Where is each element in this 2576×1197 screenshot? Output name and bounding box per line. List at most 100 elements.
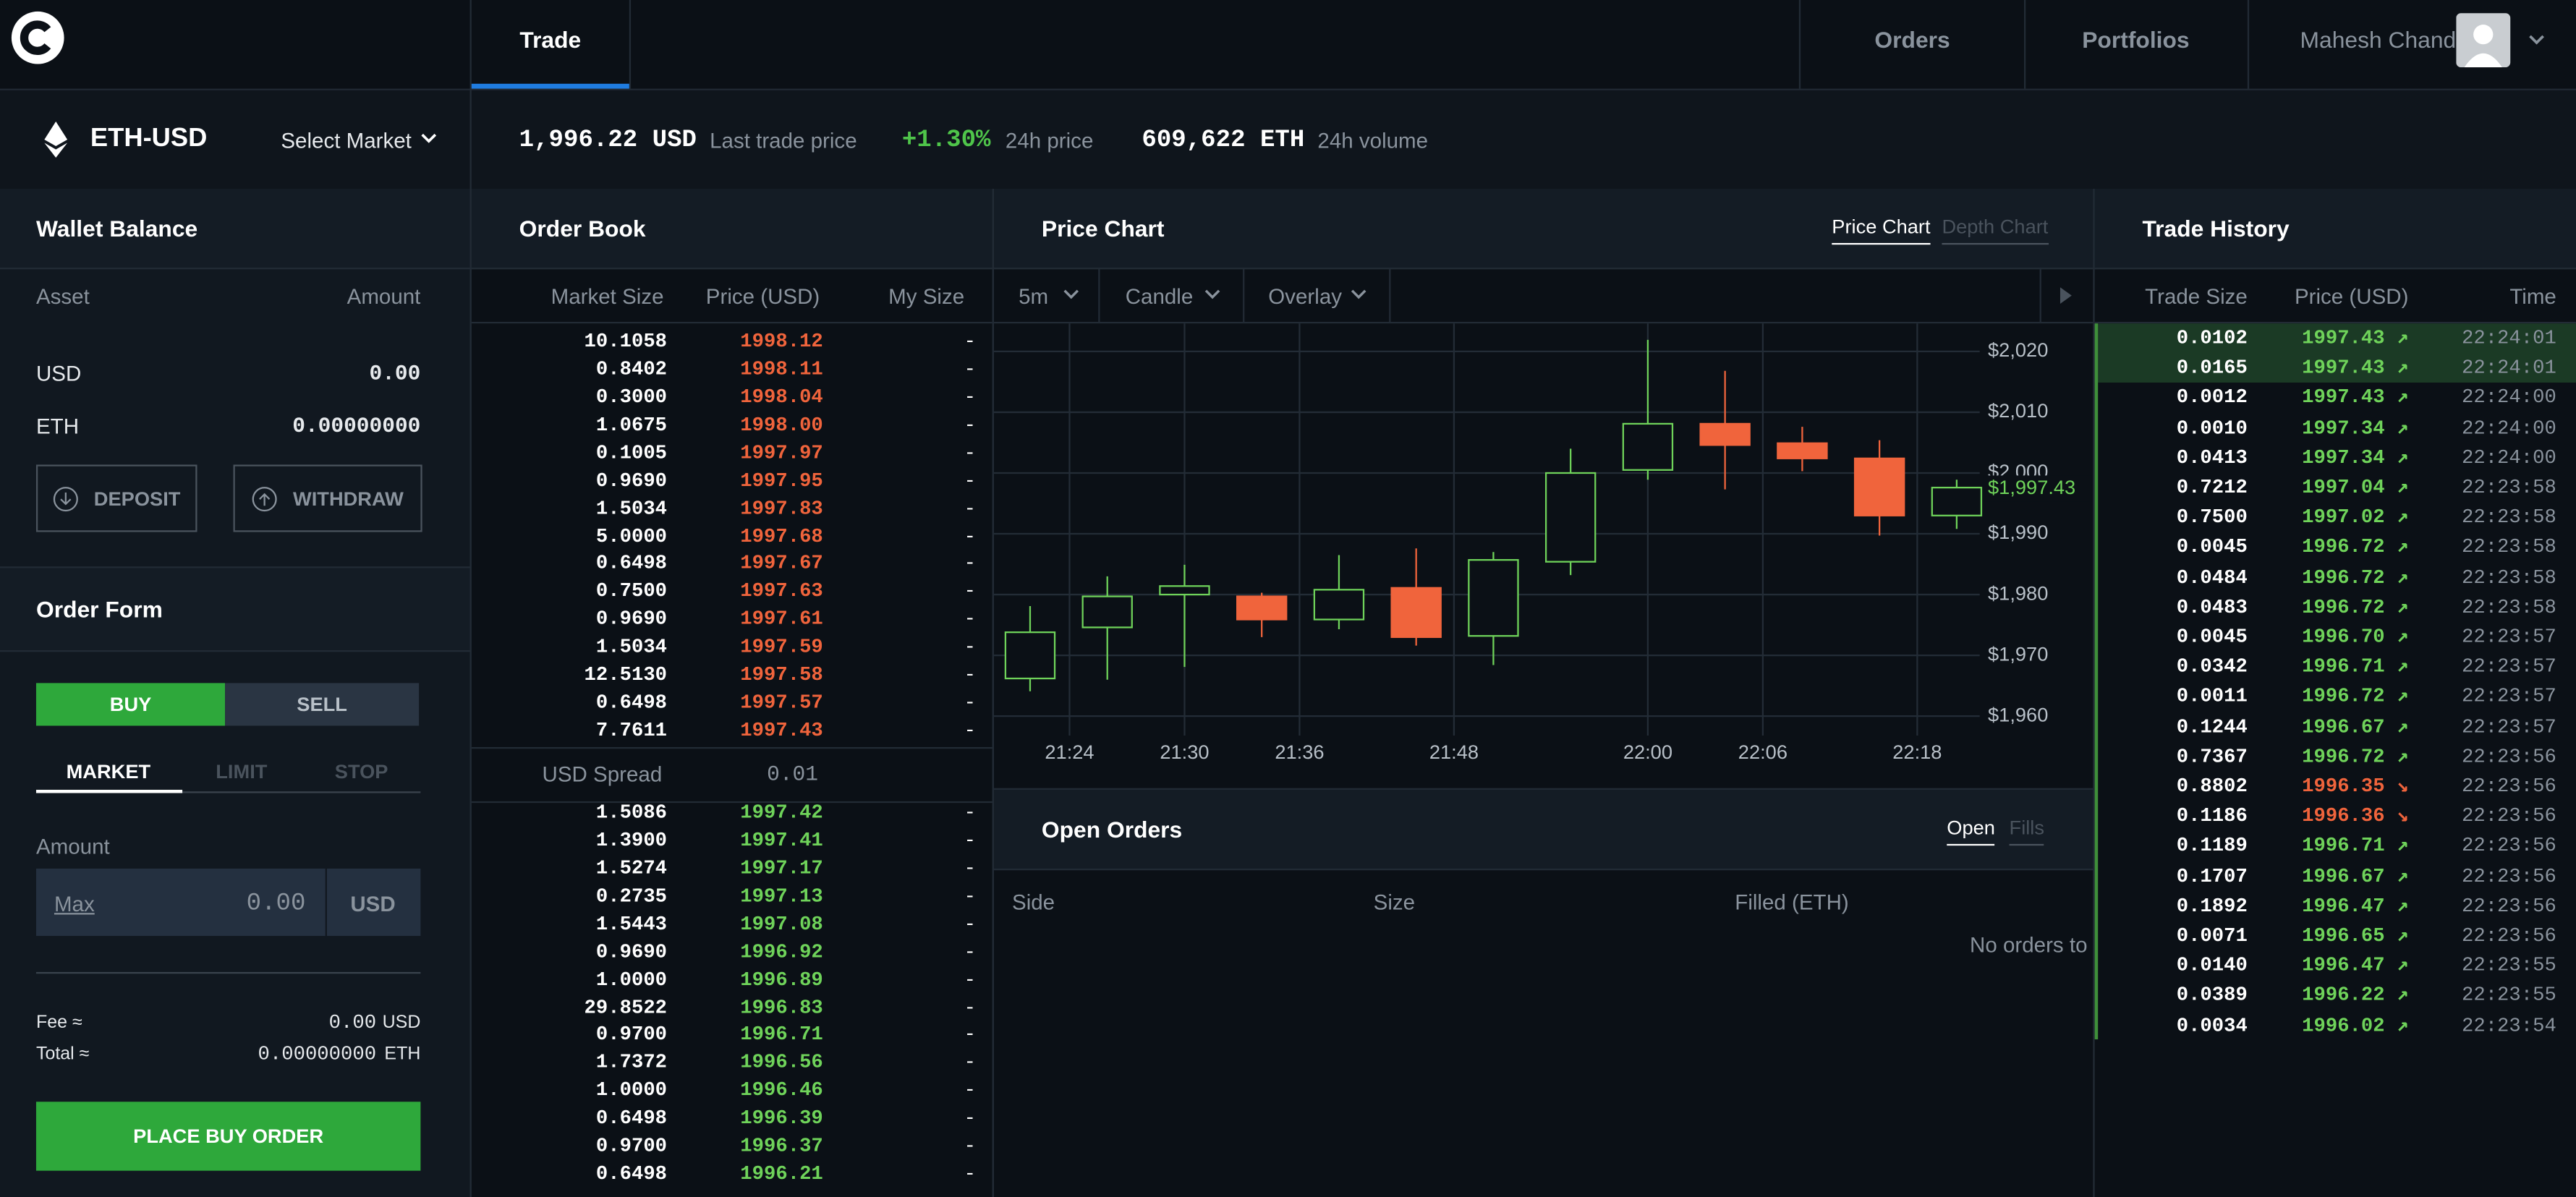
trade-time: 22:23:56 (2461, 924, 2556, 947)
avatar[interactable] (2456, 13, 2554, 68)
trade-time: 22:23:58 (2461, 535, 2556, 559)
sell-toggle[interactable]: SELL (225, 683, 420, 726)
nav-link[interactable]: Orders (1874, 26, 1950, 53)
market-size: 0.6498 (595, 691, 668, 715)
panel-title: Order Book (519, 215, 646, 242)
trade-time: 22:23:57 (2461, 625, 2556, 649)
candle-body (1004, 631, 1056, 680)
max-link[interactable]: Max (54, 891, 95, 916)
chart-control[interactable]: Overlay (1268, 284, 1343, 309)
trade-price: 1996.70 (2302, 627, 2408, 647)
last-price: 1,996.22 USD (519, 126, 697, 155)
market-size: 5.0000 (595, 524, 668, 548)
trade-time: 22:23:58 (2461, 476, 2556, 500)
trade-time: 22:23:58 (2461, 506, 2556, 529)
buy-toggle[interactable]: BUY (35, 683, 226, 726)
market-size: 0.6498 (595, 1107, 668, 1130)
withdraw-button[interactable]: WITHDRAW (233, 464, 422, 532)
tab-underline (35, 789, 183, 793)
my-size: - (964, 1135, 977, 1158)
market-size: 0.9700 (595, 1023, 668, 1047)
column-header: My Size (888, 284, 965, 309)
amount-input[interactable] (35, 868, 421, 937)
my-size: - (964, 968, 977, 992)
divider (629, 0, 632, 89)
order-type-tab[interactable]: MARKET (66, 760, 151, 783)
total-label: Total ≈ (35, 1044, 90, 1065)
column-header: Price (USD) (2294, 284, 2409, 309)
candle-body (1468, 559, 1519, 637)
order-type-tab[interactable]: STOP (334, 760, 388, 783)
trade-price: 1997.43 (2302, 358, 2408, 378)
my-size: - (964, 1162, 977, 1186)
chart-control[interactable]: Candle (1125, 284, 1194, 309)
spread-label: USD Spread (542, 762, 663, 787)
trade-size: 0.8802 (2176, 775, 2248, 798)
nav-link[interactable]: Portfolios (2082, 26, 2190, 53)
trade-size: 0.0483 (2176, 595, 2248, 619)
chart-panel (994, 189, 2095, 1197)
price: 1996.39 (740, 1107, 823, 1130)
price: 1997.68 (740, 524, 823, 548)
orders-tab[interactable]: Open (1947, 818, 1995, 846)
trade-time: 22:24:00 (2461, 386, 2556, 410)
price: 1997.95 (740, 469, 823, 493)
trade-time: 22:24:00 (2461, 416, 2556, 440)
trade-size: 0.0071 (2176, 924, 2248, 947)
market-size: 1.7372 (595, 1051, 668, 1075)
button-label: DEPOSIT (93, 487, 181, 510)
price: 1997.67 (740, 552, 823, 576)
x-tick-label: 21:24 (1045, 741, 1094, 763)
asset: USD (35, 361, 82, 386)
total: 0.00000000 (258, 1042, 377, 1066)
trade-price: 1996.22 (2302, 986, 2408, 1005)
market-select[interactable]: Select Market (281, 128, 412, 153)
trade-price: 1996.02 (2302, 1015, 2408, 1035)
trade-size: 0.1244 (2176, 715, 2248, 738)
price: 1996.21 (740, 1162, 823, 1186)
orders-tab[interactable]: Fills (2009, 818, 2044, 846)
column-header: Time (2509, 284, 2556, 309)
trade-price: 1996.65 (2302, 926, 2408, 945)
trade-price: 1996.72 (2302, 687, 2408, 707)
chart-toolbar (994, 268, 2093, 324)
eth-icon (44, 121, 68, 158)
my-size: - (964, 496, 977, 520)
logo[interactable] (10, 10, 66, 66)
market-size: 1.5443 (595, 912, 668, 936)
divider (2247, 0, 2250, 89)
chart-control[interactable]: 5m (1019, 284, 1049, 309)
user-name[interactable]: Mahesh Chand (2300, 26, 2457, 53)
chart-tab[interactable]: Depth Chart (1942, 217, 2049, 245)
trade-price: 1996.72 (2302, 568, 2408, 587)
market-size: 0.7500 (595, 580, 668, 603)
trade-size: 0.0011 (2176, 685, 2248, 709)
price: 1996.56 (740, 1051, 823, 1075)
trade-time: 22:24:01 (2461, 357, 2556, 380)
market-size: 1.0000 (595, 968, 668, 992)
deposit-button[interactable]: DEPOSIT (35, 464, 197, 532)
y-tick-label: $1,990 (1988, 521, 2048, 543)
chart-tab[interactable]: Price Chart (1832, 217, 1931, 245)
trade-size: 0.0140 (2176, 954, 2248, 978)
market-size: 29.8522 (584, 995, 668, 1019)
y-tick-label: $2,020 (1988, 338, 2048, 361)
trade-size: 0.0165 (2176, 357, 2248, 380)
trade-price: 1996.36 (2302, 806, 2408, 826)
trade-time: 22:23:56 (2461, 894, 2556, 918)
price: 1998.04 (740, 385, 823, 409)
my-size: - (964, 580, 977, 603)
price: 1996.83 (740, 995, 823, 1019)
market-size: 0.6498 (595, 1162, 668, 1186)
button-label: WITHDRAW (293, 487, 404, 510)
my-size: - (964, 524, 977, 548)
order-type-tab[interactable]: LIMIT (216, 760, 268, 783)
panel-title: Wallet Balance (35, 215, 198, 242)
price: 1997.13 (740, 885, 823, 908)
submit-button[interactable]: PLACE BUY ORDER (35, 1102, 421, 1171)
price: 1996.46 (740, 1079, 823, 1102)
nav-tab[interactable]: Trade (519, 26, 582, 53)
my-size: - (964, 995, 977, 1019)
trade-size: 0.1892 (2176, 894, 2248, 918)
column-header: Trade Size (2145, 284, 2248, 309)
